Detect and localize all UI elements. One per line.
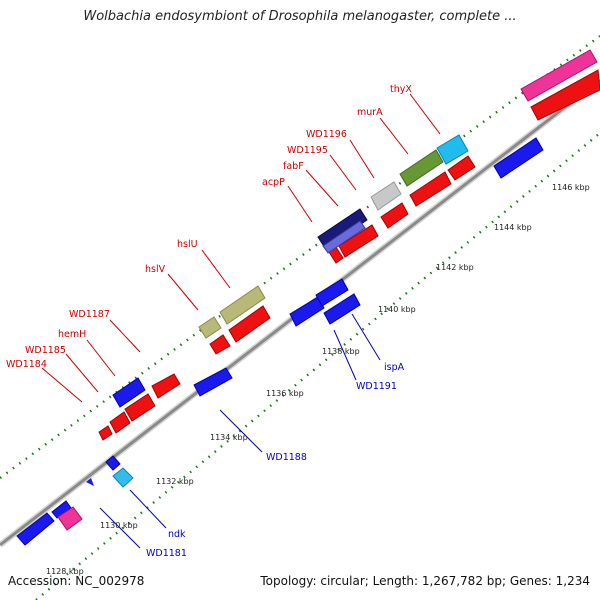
gene-block bbox=[380, 202, 409, 229]
gene-label: WD1181 bbox=[146, 548, 187, 559]
genome-stats: Topology: circular; Length: 1,267,782 bp… bbox=[260, 574, 590, 588]
gene-block bbox=[112, 377, 146, 408]
gene-block bbox=[209, 334, 231, 355]
gene-block bbox=[409, 171, 452, 207]
gene-block bbox=[57, 506, 83, 531]
gene-label: murA bbox=[357, 107, 383, 118]
gene-label: WD1195 bbox=[287, 145, 328, 156]
gene-block bbox=[322, 220, 366, 254]
tick-label: 1138 kbp bbox=[322, 347, 360, 356]
gene-block bbox=[124, 393, 156, 422]
gene-label: WD1196 bbox=[306, 129, 347, 140]
gene-block bbox=[338, 224, 379, 258]
gene-block bbox=[198, 316, 222, 339]
tick-label: 1134 kbp bbox=[210, 433, 248, 442]
gene-label: WD1187 bbox=[69, 309, 110, 320]
gene-block bbox=[151, 373, 181, 399]
gene-label: ndk bbox=[168, 529, 186, 540]
gene-label: thyX bbox=[390, 84, 412, 95]
genes[interactable] bbox=[16, 49, 600, 546]
gene-block bbox=[112, 467, 134, 488]
tick-label: 1136 kbp bbox=[266, 389, 304, 398]
gene-block bbox=[289, 296, 325, 327]
gene-block bbox=[520, 49, 598, 102]
gene-label: hslU bbox=[177, 239, 198, 250]
gene-label: WD1188 bbox=[266, 452, 307, 463]
map-title: Wolbachia endosymbiont of Drosophila mel… bbox=[83, 9, 517, 24]
top-leader-lines bbox=[41, 93, 441, 403]
tick-label: 1146 kbp bbox=[552, 183, 590, 192]
gene-label: WD1185 bbox=[25, 345, 66, 356]
gene-block bbox=[219, 285, 266, 325]
gene-block bbox=[315, 278, 349, 307]
tick-label: 1142 kbp bbox=[436, 263, 474, 272]
gene-block bbox=[370, 181, 402, 211]
bottom-leader-lines bbox=[99, 313, 381, 549]
gene-block bbox=[86, 478, 94, 486]
tick-label: 1128 kbp bbox=[46, 567, 84, 576]
gene-block bbox=[109, 411, 131, 434]
gene-block bbox=[399, 149, 444, 187]
bottom-gene-labels: WD1181 ndk WD1188 WD1191 ispA bbox=[146, 362, 405, 559]
gene-block bbox=[98, 425, 113, 441]
top-gene-labels: WD1184 WD1185 hemH WD1187 hslV hslU acpP… bbox=[6, 84, 412, 370]
gene-block bbox=[530, 69, 600, 121]
tick-label: 1130 kbp bbox=[100, 521, 138, 530]
gene-block bbox=[493, 137, 544, 179]
gene-label: hslV bbox=[145, 264, 166, 275]
kbp-ticks: 1128 kbp 1130 kbp 1132 kbp 1134 kbp 1136… bbox=[46, 183, 590, 576]
gene-block bbox=[323, 293, 361, 325]
gene-block bbox=[193, 367, 233, 397]
gene-label: WD1184 bbox=[6, 359, 47, 370]
gene-block bbox=[16, 512, 55, 546]
gene-block bbox=[317, 208, 368, 249]
gene-block bbox=[436, 134, 469, 165]
gene-label: WD1191 bbox=[356, 381, 397, 392]
tick-label: 1132 kbp bbox=[156, 477, 194, 486]
tick-label: 1140 kbp bbox=[378, 305, 416, 314]
gene-block bbox=[105, 455, 121, 471]
gene-label: hemH bbox=[58, 329, 86, 340]
gene-block bbox=[447, 155, 476, 181]
gene-block bbox=[228, 305, 271, 343]
tick-label: 1144 kbp bbox=[494, 223, 532, 232]
accession-label: Accession: NC_002978 bbox=[8, 574, 145, 588]
gene-label: acpP bbox=[262, 177, 285, 188]
gene-label: ispA bbox=[384, 362, 405, 373]
gene-label: fabF bbox=[283, 161, 304, 172]
